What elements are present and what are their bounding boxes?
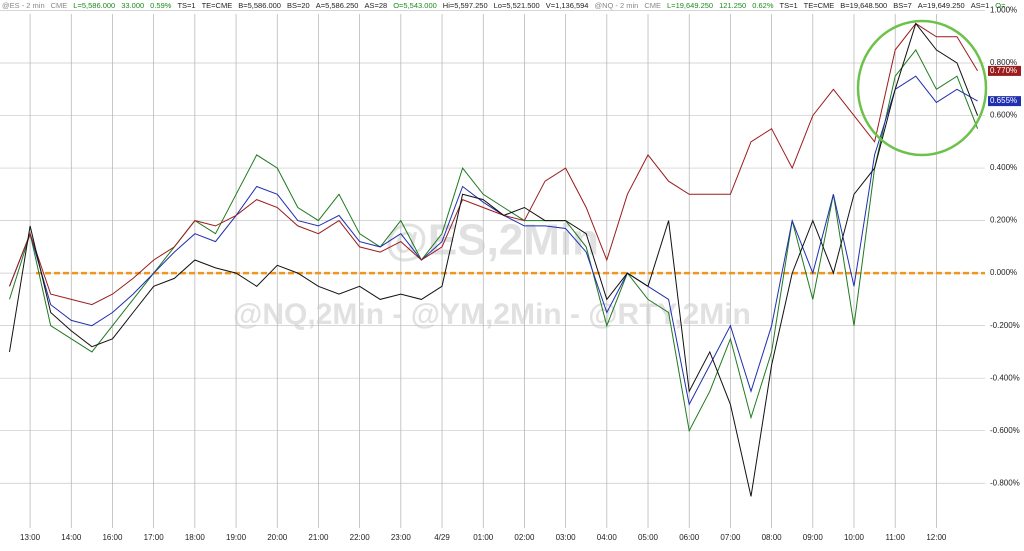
- header-item: L=19,649.250: [667, 1, 713, 10]
- y-tick-label: 1.000%: [990, 6, 1017, 15]
- watermark-text: @NQ,2Min - @YM,2Min - @RTY,2Min: [233, 298, 751, 331]
- y-tick-label: 0.800%: [990, 58, 1017, 67]
- last-value-label: 0.655%: [990, 96, 1017, 105]
- header-item: B=19,648.500: [840, 1, 887, 10]
- header-item: @ES - 2 min: [2, 1, 45, 10]
- labels: 1.000% 0.800% 0.600% 0.400% 0.200% 0.000% -0.2…: [20, 6, 1021, 542]
- lines: [9, 22, 985, 497]
- x-tick-label: 05:00: [638, 533, 659, 542]
- header-item: TE=CME: [202, 1, 233, 10]
- x-tick-label: 4/29: [434, 533, 450, 542]
- x-tick-label: 18:00: [185, 533, 206, 542]
- header-item: 0.59%: [150, 1, 172, 10]
- y-tick-label: 0.000%: [990, 268, 1017, 277]
- series-line: [9, 48, 979, 433]
- header-item: TS=1: [177, 1, 195, 10]
- y-tick-label: 0.400%: [990, 163, 1017, 172]
- y-tick-label: 0.600%: [990, 111, 1017, 120]
- x-tick-label: 06:00: [679, 533, 700, 542]
- x-tick-label: 23:00: [391, 533, 412, 542]
- grid: [0, 10, 985, 528]
- x-tick-label: 12:00: [926, 533, 947, 542]
- x-tick-label: 11:00: [885, 533, 905, 542]
- header-item: O=5,543.000: [393, 1, 437, 10]
- y-tick-label: -0.400%: [990, 373, 1020, 382]
- x-tick-label: 16:00: [102, 533, 123, 542]
- watermark: @ES,2Min @NQ,2Min - @YM,2Min - @RTY,2Min: [233, 216, 751, 331]
- x-tick-label: 13:00: [20, 533, 41, 542]
- header-item: CME: [644, 1, 661, 10]
- series-line: [9, 22, 979, 306]
- x-tick-label: 17:00: [144, 533, 165, 542]
- header-item: @NQ - 2 min: [594, 1, 638, 10]
- watermark-text: @ES,2Min: [385, 216, 599, 265]
- x-tick-label: 03:00: [556, 533, 577, 542]
- header-item: BS=7: [893, 1, 912, 10]
- header-item: TE=CME: [804, 1, 835, 10]
- x-tick-label: 21:00: [308, 533, 329, 542]
- x-tick-label: 19:00: [226, 533, 247, 542]
- y-tick-label: 0.200%: [990, 216, 1017, 225]
- header-item: TS=1: [780, 1, 798, 10]
- x-tick-label: 20:00: [267, 533, 288, 542]
- header-item: A=5,586.250: [316, 1, 359, 10]
- header: @ES - 2 min CME L=5,586.000 33.000 0.59% TS=1…: [2, 1, 1012, 10]
- y-tick-label: -0.200%: [990, 321, 1020, 330]
- last-value-box: [988, 96, 1021, 107]
- x-tick-label: 07:00: [720, 533, 741, 542]
- x-tick-label: 14:00: [61, 533, 82, 542]
- y-tick-label: -0.600%: [990, 426, 1020, 435]
- header-item: O=...: [995, 1, 1011, 10]
- header-item: B=5,586.000: [238, 1, 281, 10]
- last-value-box: [988, 65, 1021, 76]
- x-tick-label: 04:00: [597, 533, 618, 542]
- header-item: A=19,649.250: [918, 1, 965, 10]
- x-tick-label: 09:00: [803, 533, 824, 542]
- header-item: AS=28: [364, 1, 387, 10]
- last-value-label: 0.770%: [990, 66, 1017, 75]
- x-tick-label: 08:00: [762, 533, 783, 542]
- header-item: Hi=5,597.250: [443, 1, 488, 10]
- header-item: 0.62%: [752, 1, 774, 10]
- series-line: [9, 75, 978, 406]
- y-tick-label: -0.800%: [990, 478, 1020, 487]
- highlight-circle: [856, 19, 988, 157]
- header-item: Lo=5,521.500: [494, 1, 540, 10]
- header-item: V=1,136,594: [546, 1, 589, 10]
- series-line: [9, 22, 979, 497]
- header-item: BS=20: [287, 1, 310, 10]
- header-item: 121.250: [719, 1, 746, 10]
- x-tick-label: 01:00: [473, 533, 494, 542]
- header-item: L=5,586.000: [73, 1, 115, 10]
- header-item: 33.000: [121, 1, 144, 10]
- header-item: AS=1: [971, 1, 990, 10]
- header-item: CME: [51, 1, 68, 10]
- x-tick-label: 22:00: [350, 533, 371, 542]
- x-tick-label: 10:00: [844, 533, 865, 542]
- x-tick-label: 02:00: [514, 533, 535, 542]
